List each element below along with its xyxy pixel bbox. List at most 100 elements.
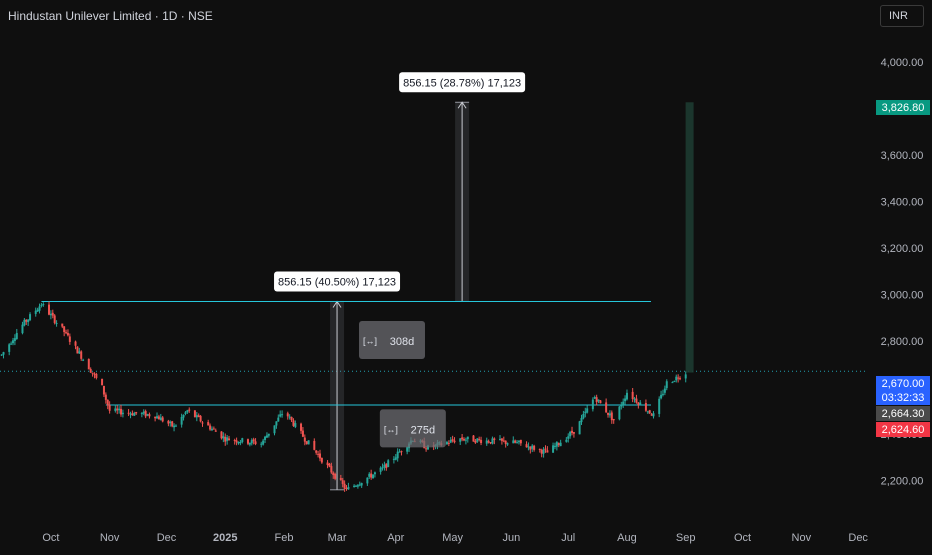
candle-body xyxy=(317,453,320,455)
candle-body xyxy=(51,312,54,316)
candle-body xyxy=(307,440,310,445)
candle-body xyxy=(394,457,397,460)
candle-body xyxy=(398,451,401,453)
candle-body xyxy=(40,304,43,306)
price-label: 2,624.60 xyxy=(882,424,925,436)
x-tick-label: Mar xyxy=(328,532,347,544)
candle-body xyxy=(464,439,467,441)
range-icon: [↔] xyxy=(363,336,377,346)
candle-body xyxy=(10,343,13,345)
candle-body xyxy=(214,430,217,432)
candle-body xyxy=(502,440,505,442)
candle-body xyxy=(277,417,280,422)
candle-body xyxy=(239,442,242,444)
candle-body xyxy=(301,430,304,437)
candle-body xyxy=(320,457,323,463)
candle-body xyxy=(459,438,462,442)
candle-body xyxy=(42,304,45,306)
candle-body xyxy=(332,472,335,476)
candle-body xyxy=(400,451,403,453)
price-label-tag xyxy=(876,100,930,115)
candle-body xyxy=(347,486,350,490)
candle-body xyxy=(34,310,37,314)
candle-body xyxy=(300,423,303,431)
x-tick-label: Nov xyxy=(792,532,812,544)
candle-body xyxy=(222,436,225,439)
candle-body xyxy=(29,314,32,321)
price-label: 2,664.30 xyxy=(882,408,925,420)
range-label-box xyxy=(358,321,425,359)
candle-body xyxy=(127,412,130,414)
candle-body xyxy=(356,485,359,487)
candle-body xyxy=(608,413,611,416)
candle-body xyxy=(161,417,164,422)
y-tick-label: 3,400.00 xyxy=(881,197,924,209)
symbol-title: Hindustan Unilever Limited · 1D · NSE xyxy=(8,9,213,23)
candle-body xyxy=(529,446,532,450)
candle-body xyxy=(131,413,134,416)
currency-button[interactable]: INR xyxy=(880,5,924,27)
candle-body xyxy=(148,414,151,417)
candle-body xyxy=(68,336,71,342)
candle-body xyxy=(254,441,257,445)
candle-body xyxy=(212,428,215,430)
measure-label-box xyxy=(399,72,526,93)
candle-body xyxy=(555,442,558,447)
candle-body xyxy=(387,460,390,467)
candle-body xyxy=(237,441,240,444)
candle-body xyxy=(171,421,174,427)
candle-body xyxy=(169,421,172,423)
candle-body xyxy=(552,445,555,453)
candle-body xyxy=(157,416,160,420)
measure-arrowhead xyxy=(457,101,467,109)
candle-body xyxy=(330,466,333,473)
candle-body xyxy=(580,417,583,423)
candle-body xyxy=(210,428,213,431)
candle-body xyxy=(264,436,267,440)
candle-body xyxy=(565,439,568,442)
candle-body xyxy=(372,474,375,479)
candle-body xyxy=(318,453,321,459)
candle-body xyxy=(199,416,202,422)
candle-body xyxy=(381,467,384,469)
candle-body xyxy=(500,438,503,441)
candle-body xyxy=(487,441,490,443)
candle-body xyxy=(493,438,496,440)
candle-body xyxy=(23,319,26,326)
candle-body xyxy=(472,435,475,442)
candle-body xyxy=(129,413,132,415)
candle-body xyxy=(186,410,189,413)
candle-body xyxy=(445,442,448,445)
candle-body xyxy=(313,440,316,450)
candle-body xyxy=(514,440,517,443)
candle-body xyxy=(358,484,361,486)
candle-body xyxy=(639,402,642,405)
candle-body xyxy=(533,445,536,450)
candle-body xyxy=(82,359,85,361)
candle-body xyxy=(25,319,28,322)
measure-label: 856.15 (40.50%) 17,123 xyxy=(278,276,396,288)
candle-body xyxy=(315,450,318,453)
y-tick-label: 2,200.00 xyxy=(881,476,924,488)
candle-body xyxy=(485,440,488,444)
price-label-tag xyxy=(876,422,930,437)
x-tick-label: 2025 xyxy=(213,532,237,544)
candle-body xyxy=(224,436,227,442)
candle-body xyxy=(334,473,337,479)
candle-body xyxy=(345,487,348,489)
candle-body xyxy=(235,440,238,443)
candle-body xyxy=(591,399,594,410)
candle-body xyxy=(527,446,530,448)
candle-body xyxy=(288,416,291,418)
candle-body xyxy=(610,412,613,421)
candle-body xyxy=(36,309,39,312)
candle-body xyxy=(252,439,255,442)
candle-body xyxy=(578,421,581,435)
candle-body xyxy=(159,417,162,421)
candle-body xyxy=(368,473,371,477)
x-tick-label: Apr xyxy=(387,532,404,544)
candle-body xyxy=(2,352,5,355)
price-label-tag xyxy=(876,406,930,421)
